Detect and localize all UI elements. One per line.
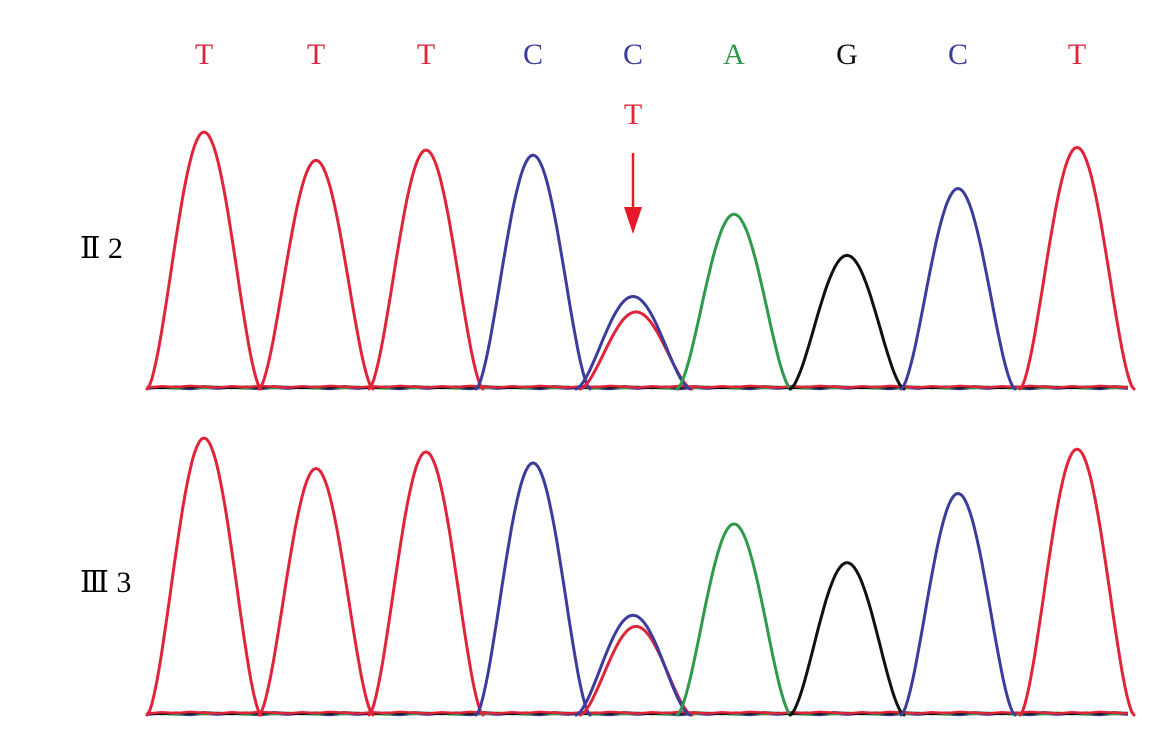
base-call-2: T bbox=[307, 38, 325, 71]
base-call-3: T bbox=[417, 38, 435, 71]
base-call-4: C bbox=[523, 38, 543, 71]
peak-6-A bbox=[675, 522, 793, 717]
peak-1-T bbox=[145, 436, 263, 717]
peak-9-T bbox=[1018, 145, 1136, 391]
peak-1-T bbox=[145, 130, 263, 391]
peak-8-C bbox=[899, 187, 1017, 391]
sample-label: Ⅲ 3 bbox=[80, 566, 131, 599]
sample-label: Ⅱ 2 bbox=[80, 232, 123, 265]
peak-8-C bbox=[899, 491, 1017, 717]
baseline-trace bbox=[146, 710, 1129, 715]
base-call-6: A bbox=[723, 38, 745, 71]
peak-7-G bbox=[788, 253, 906, 391]
variant-marker: T bbox=[624, 98, 642, 234]
peak-4-C bbox=[474, 461, 592, 717]
baseline-trace bbox=[146, 384, 1129, 389]
base-call-8: C bbox=[948, 38, 968, 71]
sample-panel-2: Ⅲ 3 bbox=[80, 436, 1136, 717]
peak-2-T bbox=[257, 467, 375, 717]
sample-panel-1: Ⅱ 2 bbox=[80, 130, 1136, 391]
peak-7-G bbox=[788, 561, 906, 717]
base-call-5: C bbox=[623, 38, 643, 71]
peak-3-T bbox=[367, 450, 485, 717]
peak-4-C bbox=[474, 153, 592, 391]
variant-alt-base: T bbox=[624, 98, 642, 131]
peak-5-C bbox=[574, 613, 692, 717]
peak-5-C bbox=[574, 295, 692, 391]
base-call-1: T bbox=[195, 38, 213, 71]
variant-arrow-head bbox=[624, 207, 642, 234]
peak-2-T bbox=[257, 158, 375, 391]
peak-9-T bbox=[1018, 447, 1136, 717]
trace-panels: Ⅱ 2 Ⅲ 3 bbox=[80, 130, 1136, 717]
peak-secondary-T bbox=[578, 624, 694, 717]
base-call-7: G bbox=[836, 38, 858, 71]
peak-3-T bbox=[367, 148, 485, 391]
base-call-9: T bbox=[1068, 38, 1086, 71]
peak-6-A bbox=[675, 212, 793, 391]
